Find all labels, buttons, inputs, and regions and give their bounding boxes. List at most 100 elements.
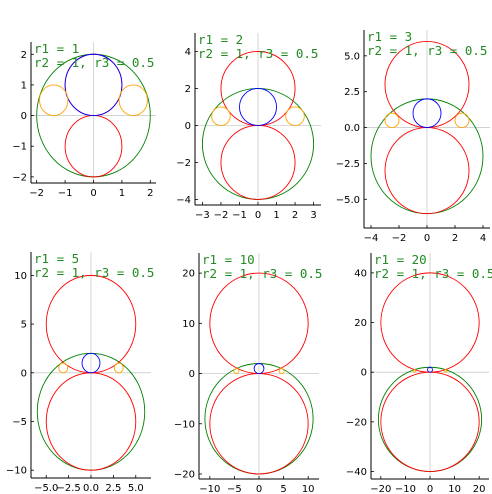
circle-small [64, 53, 123, 117]
annotation-line-2: r2 = 1, r3 = 0.5 [34, 265, 154, 280]
x-tick-label: −2 [29, 188, 44, 199]
x-tick-label: −5.0 [34, 483, 58, 494]
annotation-line-2: r2 = 1, r3 = 0.5 [202, 266, 322, 281]
circle-tangent-right [278, 368, 285, 374]
x-tick-label: 1 [273, 210, 279, 221]
y-tick-label: 5 [21, 320, 27, 331]
annotation-line-1: r1 = 3 [367, 29, 412, 44]
plot-area [364, 30, 490, 228]
y-tick-label: −10 [174, 419, 195, 430]
y-tick-label: −20 [174, 469, 195, 480]
y-tick-label: 10 [182, 319, 195, 330]
y-tick-label: 20 [354, 318, 367, 329]
x-tick-label: 10 [448, 484, 461, 494]
x-tick-label: 2 [147, 188, 153, 199]
y-tick-label: 5.0 [344, 51, 360, 62]
x-tick-label: 0 [427, 484, 433, 494]
annotation-line-1: r1 = 5 [34, 251, 79, 266]
annotation-line-2: r2 = 1, r3 = 0.5 [34, 55, 154, 70]
x-tick-label: −2 [392, 233, 407, 244]
y-tick-label: 4 [185, 47, 191, 58]
y-tick-label: 2 [21, 50, 27, 61]
circle-tangent-left [233, 368, 240, 374]
x-tick-label: 2 [292, 210, 298, 221]
plot-area [199, 253, 319, 479]
circle-tangent-left [58, 362, 69, 374]
y-tick-label: 2.5 [344, 87, 360, 98]
y-tick-label: −5 [12, 417, 27, 428]
x-tick-label: −5 [227, 484, 242, 494]
y-tick-label: −2.5 [336, 159, 360, 170]
y-tick-label: −5.0 [336, 195, 360, 206]
circle-small [253, 363, 265, 374]
y-tick-label: 1 [21, 80, 27, 91]
circle-small [81, 352, 101, 374]
x-tick-label: 2 [452, 233, 458, 244]
x-tick-label: 5.0 [128, 483, 144, 494]
circle-small [412, 98, 442, 129]
y-tick-label: 2 [185, 84, 191, 95]
annotation-line-2: r2 = 1, r3 = 0.5 [374, 266, 492, 281]
x-tick-label: 0.0 [83, 483, 99, 494]
y-tick-label: −2 [12, 172, 27, 183]
x-tick-label: 20 [473, 484, 486, 494]
plot-area [195, 33, 321, 205]
y-tick-label: 40 [354, 268, 367, 279]
x-tick-label: −1 [58, 188, 73, 199]
y-tick-label: 0 [189, 369, 195, 380]
panel-3: −4 −2 0 2 4 −5.0 −2.5 0.0 2.5 5.0 r1 = 3r2 = 1, r3… [336, 29, 490, 244]
circle-small [239, 88, 277, 126]
y-tick-label: 0 [21, 368, 27, 379]
circle-tangent-right [113, 362, 124, 374]
panel-1: −2 −1 0 1 2 −2 −1 0 1 2 r1 = 1r2 = 1, r3 = 0.5 [12, 41, 156, 199]
annotation-line-1: r1 = 10 [202, 252, 255, 267]
y-tick-label: −1 [12, 142, 27, 153]
circle-tangent-right [443, 369, 448, 373]
x-tick-label: 5 [280, 484, 286, 494]
circle-small [427, 366, 433, 373]
annotation-line-2: r2 = 1, r3 = 0.5 [367, 43, 487, 58]
x-tick-label: 0 [256, 484, 262, 494]
panel-4: −5.0−2.5 0.0 2.5 5.0 −10 −5 0 5 10 r1 = 5r2 = 1, … [6, 251, 155, 494]
annotation-line-1: r1 = 2 [198, 32, 243, 47]
circle-tangent-right [118, 84, 148, 117]
x-tick-label: −4 [364, 233, 379, 244]
x-tick-label: −10 [199, 484, 220, 494]
x-tick-label: −10 [395, 484, 416, 494]
y-tick-label: 10 [14, 271, 27, 282]
x-tick-label: 1 [119, 188, 125, 199]
circle-tangent-right [454, 112, 470, 129]
x-tick-label: −3 [195, 210, 210, 221]
circle-tangent-left [211, 106, 231, 126]
y-tick-label: 0.0 [344, 123, 360, 134]
x-tick-label: −2 [214, 210, 229, 221]
y-tick-label: −4 [176, 195, 191, 206]
y-tick-label: −40 [346, 467, 367, 478]
annotation-line-1: r1 = 1 [34, 41, 79, 56]
x-tick-label: 0 [255, 210, 261, 221]
plot-area [371, 253, 489, 479]
plot-area [31, 252, 151, 478]
y-tick-label: −2 [176, 158, 191, 169]
y-tick-label: −20 [346, 417, 367, 428]
x-tick-label: 4 [480, 233, 486, 244]
y-tick-label: 0 [21, 111, 27, 122]
circle-tangent-left [39, 84, 69, 117]
annotation-line-1: r1 = 20 [374, 252, 427, 267]
x-tick-label: −2.5 [56, 483, 80, 494]
y-tick-label: 0 [185, 121, 191, 132]
circle-tangent-right [285, 106, 305, 126]
circle-tangent-left [384, 112, 400, 129]
circle-tangent-left [412, 369, 417, 373]
annotation-line-2: r2 = 1, r3 = 0.5 [198, 46, 318, 61]
y-tick-label: 0 [361, 368, 367, 379]
plot-area [31, 42, 156, 183]
x-tick-label: 3 [310, 210, 316, 221]
x-tick-label: 0 [90, 188, 96, 199]
y-tick-label: −10 [6, 466, 27, 477]
x-tick-label: 10 [302, 484, 315, 494]
